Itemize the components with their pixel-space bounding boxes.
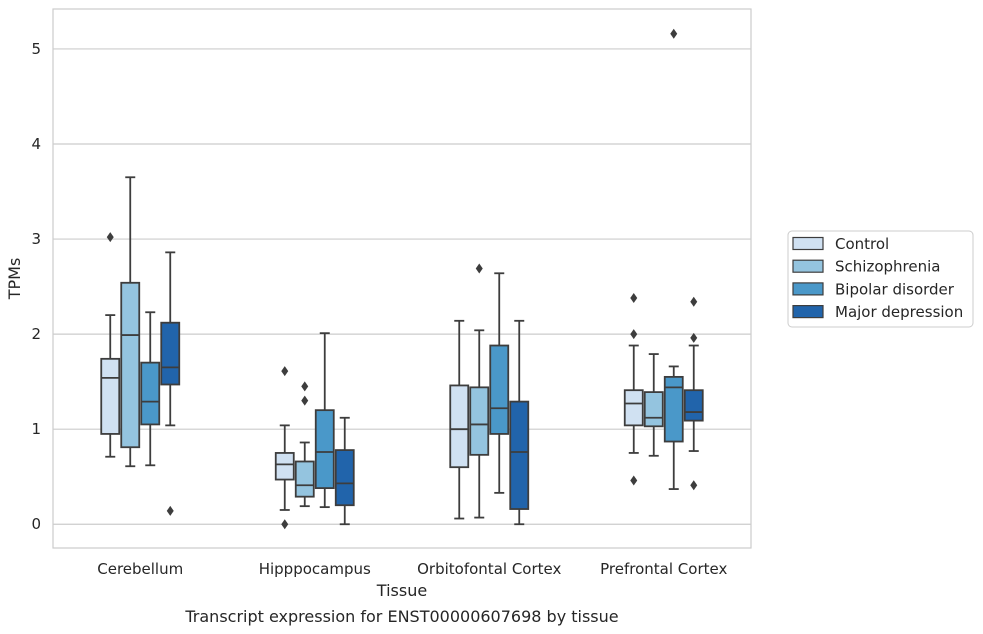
box-control [274,366,295,530]
box-iqr [449,384,470,469]
legend-label: Bipolar disorder [835,280,955,298]
y-tick-label: 4 [31,135,41,153]
box-control [100,232,121,458]
box-major-depression [683,296,704,491]
outlier-point [630,329,638,340]
box-iqr [509,400,530,510]
x-axis-label: Tissue [376,581,427,600]
legend-swatch [792,282,824,296]
outlier-point [630,475,638,486]
outlier-point [690,296,698,307]
gridlines [53,48,751,525]
outlier-point [630,292,638,303]
outlier-point [106,232,114,243]
x-tick-label: Prefrontal Cortex [600,560,727,578]
box-iqr [683,389,704,422]
box-schizophrenia [643,353,664,457]
y-tick-label: 2 [31,325,41,343]
box-control [623,292,644,486]
box-iqr [489,344,510,435]
box-iqr [469,386,490,456]
y-axis-ticks: 0 1 2 3 4 5 [31,40,41,533]
box-iqr [140,361,161,426]
box-iqr [663,375,684,443]
y-tick-label: 3 [31,230,41,248]
y-tick-label: 5 [31,40,41,58]
outlier-point [281,366,289,377]
box-bipolar-disorder [314,332,335,509]
legend-label: Schizophrenia [835,258,940,276]
legend-swatch [792,236,824,251]
legend-label: Control [835,235,889,253]
box-iqr [334,449,355,507]
legend-swatch [792,305,824,319]
x-tick-label: Orbitofontal Cortex [417,560,561,578]
outlier-point [690,332,698,343]
outlier-point [690,480,698,491]
box-schizophrenia [120,176,141,468]
box-major-depression [160,251,181,516]
figure-caption: Transcript expression for ENST0000060769… [184,607,618,626]
y-tick-label: 0 [31,515,41,533]
box-iqr [274,452,295,481]
y-axis-label: TPMs [5,258,24,301]
box-major-depression [509,319,530,526]
outlier-point [301,381,309,392]
outlier-point [670,28,678,39]
plot-frame [52,8,752,549]
box-iqr [314,409,335,490]
box-schizophrenia [294,381,315,508]
outlier-point [301,395,309,406]
box-iqr [160,321,181,386]
box-iqr [294,460,315,498]
x-tick-label: Hipppocampus [259,560,371,578]
x-tick-label: Cerebellum [97,560,183,578]
box-control [449,319,470,520]
box-iqr [100,357,121,435]
x-axis-ticks: Cerebellum Hipppocampus Orbitofontal Corte… [97,560,727,578]
box-iqr [643,391,664,428]
box-iqr [623,389,644,427]
legend: Control Schizophrenia Bipolar disorder Majo… [787,230,974,328]
legend-frame [787,230,974,328]
outlier-point [281,519,289,530]
legend-swatch [792,259,824,273]
box-iqr [120,281,141,449]
box-bipolar-disorder [663,28,684,490]
y-tick-label: 1 [31,420,41,438]
box-bipolar-disorder [489,272,510,494]
legend-label: Major depression [835,303,963,321]
outlier-point [166,505,174,516]
outlier-point [475,263,483,274]
box-schizophrenia [469,263,490,519]
box-major-depression [334,416,355,526]
box-bipolar-disorder [140,311,161,467]
box-groups [100,28,704,530]
